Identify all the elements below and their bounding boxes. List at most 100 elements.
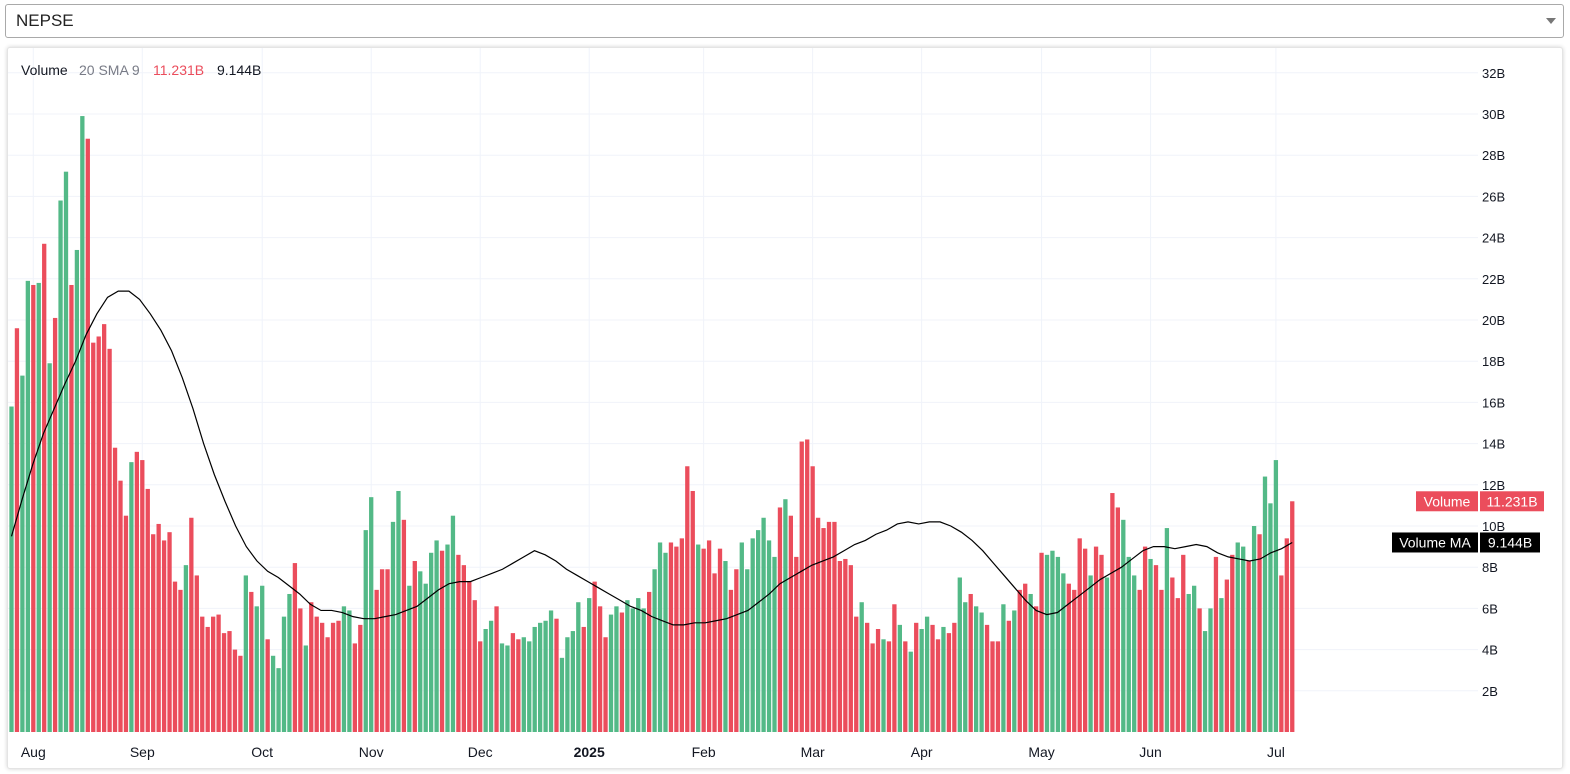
volume-bar bbox=[42, 243, 47, 732]
volume-last-value: 11.231B bbox=[1486, 493, 1537, 509]
volume-bar bbox=[145, 488, 150, 732]
x-tick-label: Oct bbox=[251, 744, 273, 760]
volume-bar bbox=[1251, 526, 1257, 732]
volume-bar bbox=[952, 622, 957, 732]
x-tick-label: Aug bbox=[21, 744, 46, 760]
volume-bar bbox=[467, 581, 472, 732]
volume-bar bbox=[167, 532, 172, 732]
volume-bar bbox=[935, 639, 941, 732]
volume-bar bbox=[1213, 556, 1219, 732]
volume-bar bbox=[418, 571, 423, 732]
volume-bar bbox=[249, 591, 254, 732]
volume-bar bbox=[924, 616, 930, 732]
volume-bar bbox=[668, 542, 674, 732]
volume-bar bbox=[516, 639, 521, 732]
volume-bar bbox=[821, 528, 826, 732]
volume-bar bbox=[1153, 565, 1159, 732]
x-tick-label: Dec bbox=[468, 744, 493, 760]
volume-bar bbox=[102, 324, 107, 732]
volume-bar bbox=[1017, 589, 1022, 732]
volume-bar bbox=[848, 565, 853, 732]
y-tick-label: 24B bbox=[1482, 231, 1505, 246]
volume-bar bbox=[374, 589, 379, 732]
volume-bar bbox=[47, 363, 52, 732]
volume-bar bbox=[619, 612, 625, 732]
y-tick-label: 6B bbox=[1482, 601, 1498, 616]
volume-bar bbox=[777, 507, 783, 732]
volume-bar bbox=[723, 561, 728, 732]
volume-bar bbox=[919, 629, 924, 732]
volume-bar bbox=[815, 517, 821, 732]
volume-chart[interactable]: 2B 4B 6B 8B 10B 12B 14B 16B 18B 20B 22B 24B 26B 28B 30… bbox=[8, 48, 1562, 768]
volume-bar bbox=[445, 544, 450, 732]
volume-bar bbox=[728, 589, 734, 732]
x-tick-label: 2025 bbox=[574, 744, 605, 760]
volume-bar bbox=[903, 641, 908, 732]
volume-bar bbox=[576, 602, 581, 732]
volume-bar bbox=[652, 569, 657, 732]
volume-bar bbox=[379, 569, 385, 732]
volume-bar bbox=[91, 342, 96, 732]
volume-bar bbox=[303, 645, 308, 732]
volume-bar bbox=[979, 612, 984, 732]
volume-bar bbox=[772, 556, 777, 732]
volume-bar bbox=[1230, 554, 1235, 732]
y-tick-label: 18B bbox=[1482, 354, 1505, 369]
volume-bar bbox=[1192, 585, 1197, 732]
volume-bar bbox=[20, 375, 25, 732]
volume-bar bbox=[254, 606, 259, 732]
volume-bar bbox=[140, 460, 145, 732]
volume-bar bbox=[58, 200, 63, 732]
y-axis: 2B 4B 6B 8B 10B 12B 14B 16B 18B 20B 22B 24B 26B 28B 30… bbox=[1482, 66, 1505, 699]
volume-bar bbox=[674, 546, 679, 732]
volume-bar bbox=[369, 497, 374, 732]
volume-bar bbox=[450, 515, 456, 732]
x-tick-label: Jun bbox=[1139, 744, 1162, 760]
volume-bar bbox=[232, 649, 238, 732]
y-tick-label: 4B bbox=[1482, 643, 1498, 658]
y-tick-label: 2B bbox=[1482, 684, 1498, 699]
volume-chart-panel[interactable]: 2B 4B 6B 8B 10B 12B 14B 16B 18B 20B 22B 24B 26B 28B 30… bbox=[7, 47, 1563, 769]
volume-bar bbox=[265, 639, 270, 732]
volume-bar bbox=[663, 552, 668, 732]
volume-bar bbox=[630, 608, 635, 732]
chevron-down-icon[interactable] bbox=[1539, 18, 1563, 24]
volume-bar bbox=[1273, 460, 1279, 732]
symbol-select-value: NEPSE bbox=[16, 11, 74, 30]
y-tick-label: 20B bbox=[1482, 313, 1505, 328]
y-tick-label: 14B bbox=[1482, 437, 1505, 452]
volume-bar bbox=[320, 622, 325, 732]
symbol-select[interactable]: NEPSE bbox=[5, 4, 1564, 38]
volume-bar bbox=[843, 558, 848, 732]
volume-bar bbox=[892, 604, 897, 732]
y-tick-label: 12B bbox=[1482, 478, 1505, 493]
volume-bar bbox=[1284, 538, 1289, 732]
volume-bar bbox=[837, 561, 843, 732]
volume-bar bbox=[1186, 593, 1191, 732]
volume-bar bbox=[679, 538, 684, 732]
volume-bar bbox=[1055, 556, 1061, 732]
volume-bar bbox=[189, 517, 194, 732]
volume-bar bbox=[685, 466, 690, 732]
volume-bar bbox=[538, 622, 543, 732]
volume-bar bbox=[570, 631, 575, 732]
volume-bar bbox=[194, 575, 199, 732]
y-tick-label: 16B bbox=[1482, 395, 1505, 410]
y-tick-label: 22B bbox=[1482, 272, 1505, 287]
volume-bar bbox=[1262, 476, 1268, 732]
volume-bar bbox=[974, 606, 979, 732]
volume-price-label: Volume 11.231B bbox=[1416, 491, 1544, 512]
volume-bar bbox=[385, 569, 390, 732]
volume-bar bbox=[1202, 631, 1208, 732]
volume-bar bbox=[461, 565, 466, 732]
volume-bar bbox=[112, 447, 118, 732]
volume-bar bbox=[587, 598, 592, 732]
volume-bar bbox=[216, 614, 221, 732]
volume-bar bbox=[701, 548, 706, 732]
volume-bar bbox=[243, 575, 248, 732]
volume-bar bbox=[794, 556, 799, 732]
volume-bar bbox=[107, 348, 112, 732]
volume-bar bbox=[1279, 575, 1284, 732]
volume-bar bbox=[565, 637, 570, 732]
volume-bar bbox=[532, 626, 537, 732]
